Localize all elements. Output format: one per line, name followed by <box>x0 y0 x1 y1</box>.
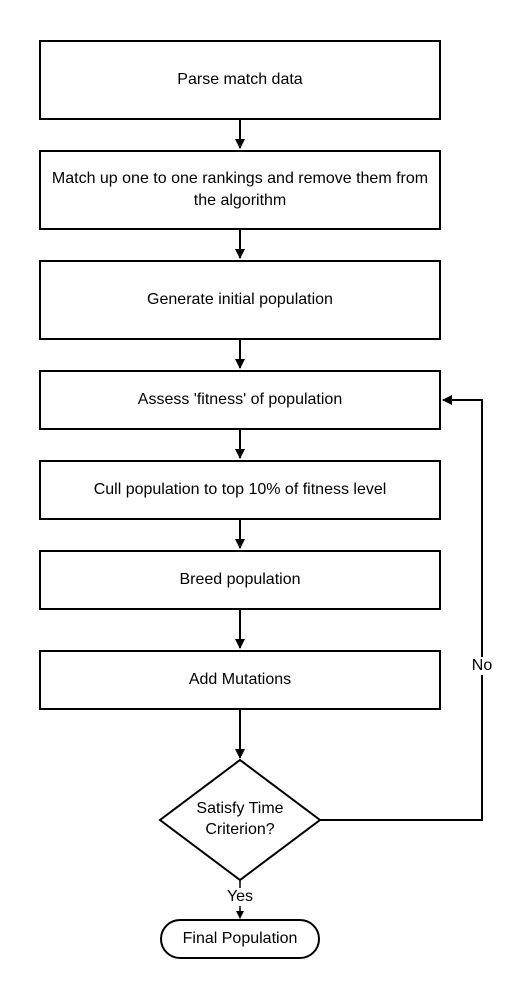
edge-label-yes: Yes <box>220 888 260 906</box>
decision-label-line1: Satisfy Time <box>196 800 284 817</box>
step-match-rankings: Match up one to one rankings and remove … <box>39 150 441 230</box>
decision-label-line2: Criterion? <box>205 821 275 838</box>
step-cull-population: Cull population to top 10% of fitness le… <box>39 460 441 520</box>
step-add-mutations: Add Mutations <box>39 650 441 710</box>
step-generate-population: Generate initial population <box>39 260 441 340</box>
edge-label-no: No <box>464 657 500 675</box>
step-parse-match-data: Parse match data <box>39 40 441 120</box>
terminal-final-population: Final Population <box>160 919 320 959</box>
decision-label: Satisfy Time Criterion? <box>170 798 310 840</box>
step-assess-fitness: Assess 'fitness' of population <box>39 370 441 430</box>
step-breed-population: Breed population <box>39 550 441 610</box>
loop-no-arrow <box>320 395 483 821</box>
